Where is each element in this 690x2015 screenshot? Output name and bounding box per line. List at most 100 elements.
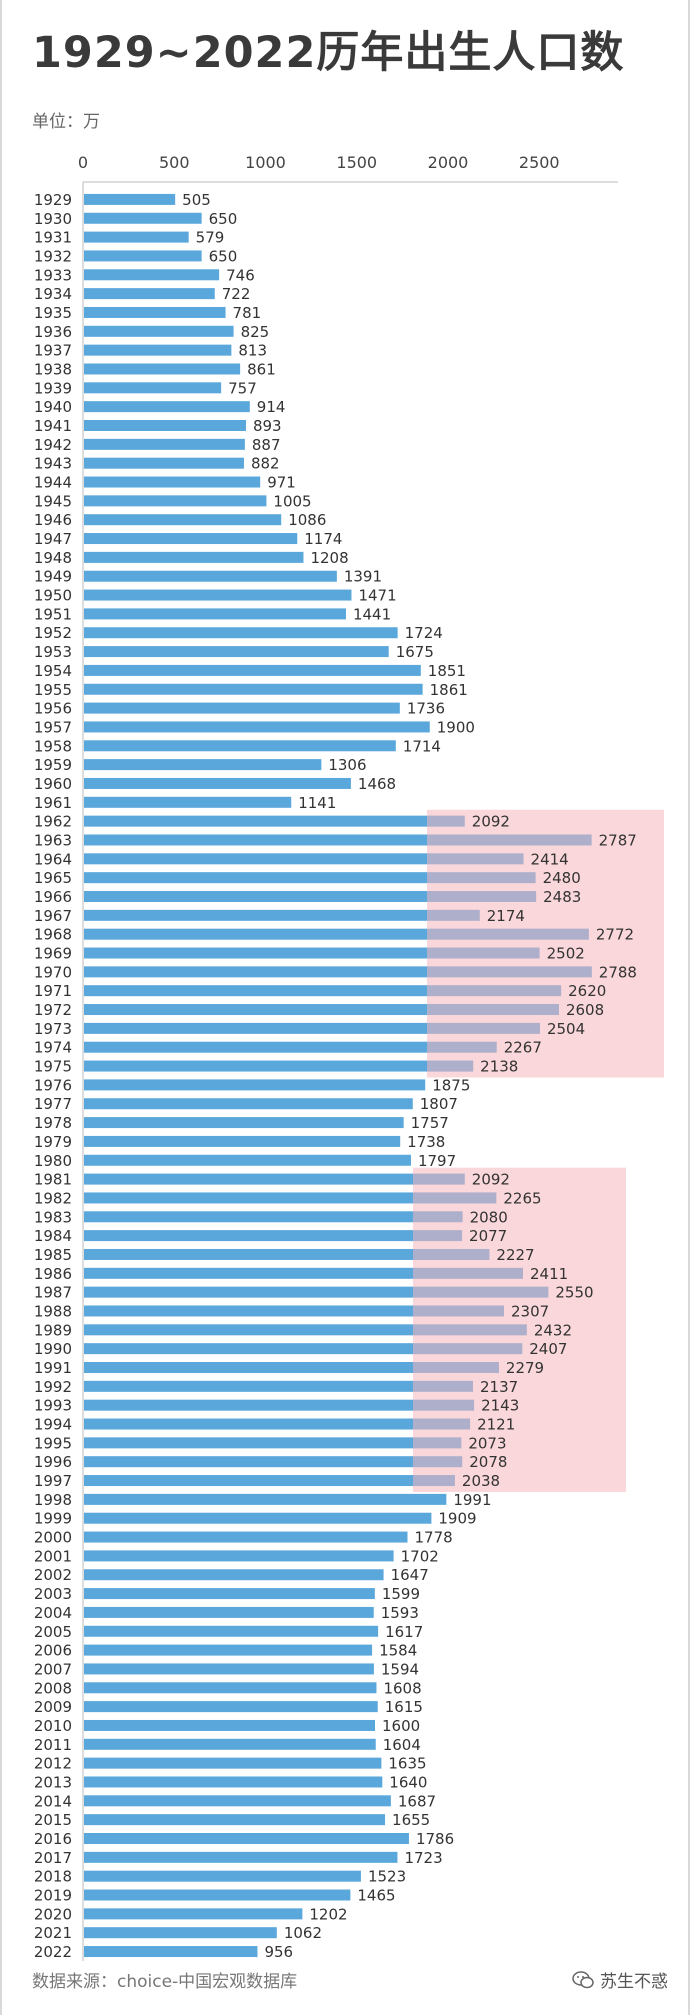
bar [84, 928, 589, 940]
bar [84, 1098, 413, 1110]
value-label: 1465 [357, 1887, 395, 1905]
year-label: 1999 [34, 1510, 72, 1528]
value-label: 2411 [530, 1265, 568, 1283]
year-label: 1973 [34, 1020, 72, 1038]
year-label: 1988 [34, 1302, 72, 1320]
value-label: 1523 [368, 1868, 406, 1886]
value-label: 1174 [304, 530, 342, 548]
value-label: 2080 [470, 1208, 508, 1226]
value-label: 2788 [599, 963, 637, 981]
value-label: 2073 [468, 1434, 506, 1452]
year-label: 2019 [34, 1887, 72, 1905]
bar [84, 777, 351, 789]
value-label: 1600 [382, 1717, 420, 1735]
bar [84, 1738, 376, 1750]
value-label: 1714 [403, 737, 441, 755]
value-label: 882 [251, 455, 280, 473]
bar [84, 476, 261, 488]
bar [84, 1362, 499, 1373]
year-label: 2004 [34, 1604, 72, 1622]
bar [84, 1625, 379, 1637]
year-label: 1964 [34, 850, 72, 868]
year-label: 2003 [34, 1585, 72, 1603]
value-label: 1471 [358, 587, 396, 605]
x-tick-label: 500 [159, 153, 190, 172]
value-label: 1724 [405, 624, 443, 642]
bar [84, 1682, 377, 1694]
value-label: 1861 [430, 681, 468, 699]
bar [84, 1192, 497, 1204]
value-label: 1738 [407, 1133, 445, 1151]
value-label: 2483 [543, 888, 581, 906]
value-label: 2137 [480, 1378, 518, 1396]
value-label: 722 [222, 285, 251, 303]
unit-label: 单位：万 [32, 112, 100, 132]
value-label: 1900 [437, 718, 475, 736]
year-label: 1936 [34, 323, 72, 341]
value-label: 1786 [416, 1830, 454, 1848]
year-label: 1978 [34, 1114, 72, 1132]
value-label: 1797 [418, 1152, 456, 1170]
bar [84, 796, 292, 808]
value-label: 1062 [284, 1924, 322, 1942]
value-label: 956 [264, 1943, 293, 1961]
bar [84, 1135, 401, 1147]
bar [84, 401, 250, 413]
bar [84, 1248, 490, 1260]
value-label: 1593 [381, 1604, 419, 1622]
bar [84, 1908, 303, 1920]
bar [84, 947, 540, 959]
year-label: 1939 [34, 379, 72, 397]
value-label: 914 [257, 398, 286, 416]
bar [84, 325, 234, 337]
bar [84, 193, 176, 205]
year-label: 2018 [34, 1868, 72, 1886]
year-label: 2012 [34, 1755, 72, 1773]
value-label: 1909 [438, 1510, 476, 1528]
bar [84, 740, 396, 752]
bar [84, 702, 400, 714]
year-label: 2011 [34, 1736, 72, 1754]
bar [84, 457, 244, 469]
value-label: 1647 [391, 1566, 429, 1584]
value-label: 746 [226, 266, 255, 284]
value-label: 1594 [381, 1660, 419, 1678]
value-label: 1005 [273, 492, 311, 510]
bar [84, 683, 423, 695]
year-label: 1945 [34, 492, 72, 510]
bar [84, 1305, 505, 1317]
year-label: 1992 [34, 1378, 72, 1396]
value-label: 1615 [385, 1698, 423, 1716]
bar [84, 1286, 549, 1298]
year-label: 1949 [34, 568, 72, 586]
bar [84, 1512, 432, 1524]
value-label: 1617 [385, 1623, 423, 1641]
year-label: 2014 [34, 1792, 72, 1810]
year-label: 1951 [34, 605, 72, 623]
x-tick-label: 1000 [245, 153, 286, 172]
value-label: 1086 [288, 511, 326, 529]
bar [84, 627, 398, 639]
bar [84, 1644, 373, 1656]
value-label: 1991 [453, 1491, 491, 1509]
value-label: 1875 [432, 1076, 470, 1094]
year-label: 1994 [34, 1416, 72, 1434]
bar [84, 1946, 258, 1958]
year-label: 1948 [34, 549, 72, 567]
bar [84, 1588, 375, 1600]
value-label: 2279 [506, 1359, 544, 1377]
bar [84, 382, 222, 394]
bar [84, 1889, 351, 1901]
value-label: 1202 [309, 1905, 347, 1923]
value-label: 1141 [298, 794, 336, 812]
year-label: 1979 [34, 1133, 72, 1151]
value-label: 1851 [428, 662, 466, 680]
bar [84, 1004, 559, 1016]
value-label: 2787 [599, 831, 637, 849]
year-label: 1960 [34, 775, 72, 793]
value-label: 971 [267, 474, 296, 492]
bar [84, 721, 430, 733]
bar [84, 495, 267, 507]
year-label: 1974 [34, 1039, 72, 1057]
bar [84, 1211, 463, 1223]
